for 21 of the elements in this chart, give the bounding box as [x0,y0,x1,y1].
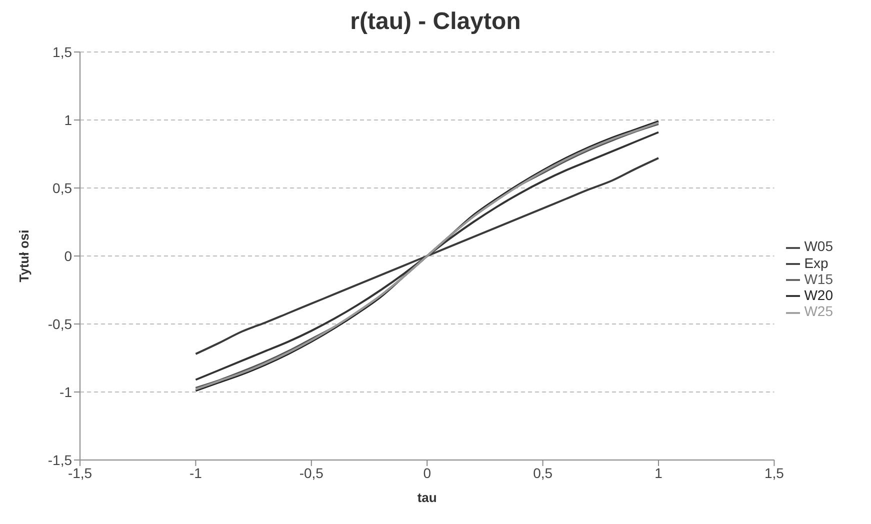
y-tick-label: 1,5 [52,44,72,60]
y-tick-label: 0,5 [52,180,72,196]
y-tick-label: 1 [64,112,72,128]
x-tick-label: -0,5 [299,464,324,481]
x-tick-label: 0,5 [533,464,553,481]
legend-label: W25 [804,303,833,320]
legend-label: W20 [804,287,833,304]
x-tick-label: -1 [189,464,202,481]
y-tick-label: 0 [64,248,72,264]
x-tick-label: 1 [654,464,663,481]
legend-label: W15 [804,270,833,287]
y-axis-title: Tytuł osi [16,230,32,282]
y-tick-label: -1 [60,384,72,400]
x-tick-label: 1,5 [764,464,784,481]
y-tick-label: -1,5 [48,452,72,468]
x-axis-title: tau [417,490,437,505]
y-tick-label: -0,5 [48,316,72,332]
chart-title: r(tau) - Clayton [349,8,522,37]
legend-label: Exp [804,254,828,271]
x-tick-label: 0 [423,464,432,481]
legend-label: W05 [804,238,833,254]
